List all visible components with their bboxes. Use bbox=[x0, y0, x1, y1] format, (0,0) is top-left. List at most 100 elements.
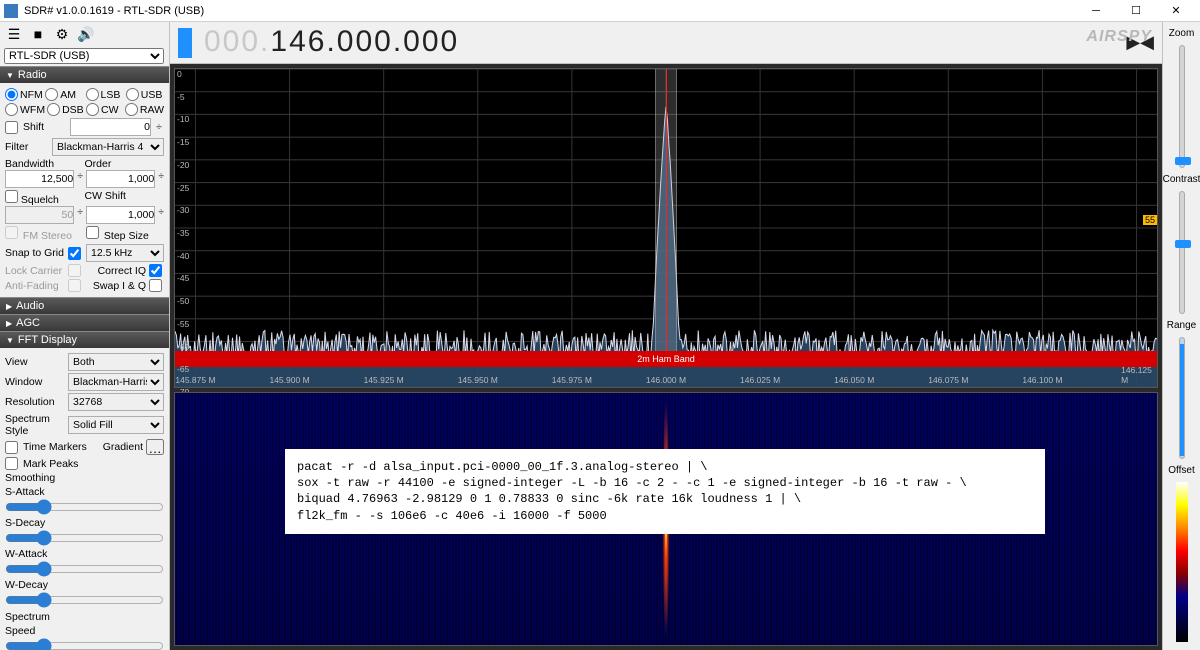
mode-dsb[interactable]: DSB bbox=[47, 103, 84, 116]
markpeaks-checkbox[interactable] bbox=[5, 457, 18, 470]
mode-nfm[interactable]: NFM bbox=[5, 88, 43, 101]
y-tick: 0 bbox=[177, 69, 182, 79]
mode-lsb[interactable]: LSB bbox=[86, 88, 124, 101]
swapiq-label: Swap I & Q bbox=[86, 280, 146, 292]
mode-usb[interactable]: USB bbox=[126, 88, 164, 101]
y-tick: -50 bbox=[177, 296, 189, 306]
fft-section-header[interactable]: FFT Display bbox=[0, 331, 169, 348]
right-panel: Zoom Contrast Range Offset bbox=[1162, 22, 1200, 650]
radio-section: NFMAMLSBUSB WFMDSBCWRAW Shift ÷ Filter B… bbox=[0, 83, 169, 297]
zoom-slider[interactable] bbox=[1172, 41, 1192, 172]
center-frequency-line bbox=[666, 69, 667, 367]
fmstereo-checkbox bbox=[5, 226, 18, 239]
center-panel: 000.146.000.000 ▶◀ AIRSPY 2m Ham Band 55… bbox=[170, 22, 1162, 650]
speed-slider[interactable] bbox=[5, 638, 164, 650]
filter-label: Filter bbox=[5, 141, 49, 153]
lock-label: Lock Carrier bbox=[5, 265, 65, 277]
range-slider[interactable] bbox=[1172, 333, 1192, 464]
filter-select[interactable]: Blackman-Harris 4 bbox=[52, 138, 164, 156]
bandwidth-input[interactable] bbox=[5, 170, 74, 188]
shift-input[interactable] bbox=[70, 118, 151, 136]
offset-gradient[interactable] bbox=[1172, 478, 1192, 646]
order-input[interactable] bbox=[86, 170, 155, 188]
spectrum-display[interactable]: 2m Ham Band 55 0-5-10-15-20-25-30-35-40-… bbox=[174, 68, 1158, 388]
window-title: SDR# v1.0.0.1619 - RTL-SDR (USB) bbox=[24, 5, 1076, 17]
view-select[interactable]: Both bbox=[68, 353, 164, 371]
x-tick: 145.875 M bbox=[175, 375, 215, 385]
mode-raw[interactable]: RAW bbox=[125, 103, 164, 116]
left-panel: ☰ ■ ⚙ 🔊 RTL-SDR (USB) Radio NFMAMLSBUSB … bbox=[0, 22, 170, 650]
waterfall-display[interactable]: pacat -r -d alsa_input.pci-0000_00_1f.3.… bbox=[174, 392, 1158, 646]
correctiq-checkbox[interactable] bbox=[149, 264, 162, 277]
frequency-bar: 000.146.000.000 ▶◀ AIRSPY bbox=[170, 22, 1162, 64]
main-toolbar: ☰ ■ ⚙ 🔊 bbox=[0, 22, 169, 46]
mode-cw[interactable]: CW bbox=[86, 103, 123, 116]
order-label: Order bbox=[85, 158, 165, 170]
cwshift-input[interactable] bbox=[86, 206, 155, 224]
source-select[interactable]: RTL-SDR (USB) bbox=[4, 48, 164, 64]
radio-section-header[interactable]: Radio bbox=[0, 66, 169, 83]
antifading-checkbox bbox=[68, 279, 81, 292]
y-tick: -15 bbox=[177, 137, 189, 147]
squelch-checkbox[interactable] bbox=[5, 190, 18, 203]
x-tick: 145.950 M bbox=[458, 375, 498, 385]
shift-checkbox[interactable] bbox=[5, 121, 18, 134]
close-button[interactable]: ✕ bbox=[1156, 0, 1196, 22]
gradient-button[interactable]: … bbox=[146, 439, 164, 455]
x-tick: 145.925 M bbox=[364, 375, 404, 385]
mode-row-1: NFMAMLSBUSB bbox=[5, 88, 164, 101]
agc-section-header[interactable]: AGC bbox=[0, 314, 169, 331]
window-select[interactable]: Blackman-Harris 4 bbox=[68, 373, 164, 391]
y-tick: -40 bbox=[177, 251, 189, 261]
minimize-button[interactable]: ─ bbox=[1076, 0, 1116, 22]
x-tick: 146.100 M bbox=[1022, 375, 1062, 385]
s-decay-slider[interactable] bbox=[5, 530, 164, 546]
smoothing-label: Smoothing bbox=[5, 472, 164, 484]
w-decay-slider[interactable] bbox=[5, 592, 164, 608]
x-tick: 146.000 M bbox=[646, 375, 686, 385]
x-tick: 145.900 M bbox=[269, 375, 309, 385]
console-overlay: pacat -r -d alsa_input.pci-0000_00_1f.3.… bbox=[285, 449, 1045, 534]
y-tick: -30 bbox=[177, 205, 189, 215]
cwshift-label: CW Shift bbox=[85, 190, 165, 206]
maximize-button[interactable]: ☐ bbox=[1116, 0, 1156, 22]
swapiq-checkbox[interactable] bbox=[149, 279, 162, 292]
fft-section: ViewBoth WindowBlackman-Harris 4 Resolut… bbox=[0, 348, 169, 650]
contrast-slider[interactable] bbox=[1172, 187, 1192, 318]
y-tick: -25 bbox=[177, 183, 189, 193]
x-tick: 146.025 M bbox=[740, 375, 780, 385]
x-tick: 145.975 M bbox=[552, 375, 592, 385]
snap-checkbox[interactable] bbox=[68, 247, 81, 260]
shift-label: Shift bbox=[23, 121, 67, 133]
timemarkers-checkbox[interactable] bbox=[5, 441, 18, 454]
lock-checkbox bbox=[68, 264, 81, 277]
y-tick: -60 bbox=[177, 342, 189, 352]
x-tick: 146.125 M bbox=[1121, 365, 1152, 385]
marker-badge: 55 bbox=[1143, 215, 1157, 225]
stepsize-checkbox[interactable] bbox=[86, 226, 99, 239]
bandwidth-label: Bandwidth bbox=[5, 158, 85, 170]
mode-wfm[interactable]: WFM bbox=[5, 103, 45, 116]
snap-label: Snap to Grid bbox=[5, 247, 65, 259]
audio-section-header[interactable]: Audio bbox=[0, 297, 169, 314]
band-label: 2m Ham Band bbox=[175, 351, 1157, 367]
x-tick: 146.050 M bbox=[834, 375, 874, 385]
snap-select[interactable]: 12.5 kHz bbox=[86, 244, 164, 262]
brand-logo: AIRSPY bbox=[1086, 28, 1152, 46]
settings-icon[interactable]: ⚙ bbox=[52, 24, 72, 44]
volume-icon[interactable]: 🔊 bbox=[76, 24, 96, 44]
y-tick: -35 bbox=[177, 228, 189, 238]
spectrum-label: Spectrum bbox=[5, 611, 164, 623]
mode-am[interactable]: AM bbox=[45, 88, 83, 101]
mode-row-2: WFMDSBCWRAW bbox=[5, 103, 164, 116]
style-select[interactable]: Solid Fill bbox=[68, 416, 164, 434]
w-attack-slider[interactable] bbox=[5, 561, 164, 577]
y-tick: -65 bbox=[177, 364, 189, 374]
frequency-display[interactable]: 000.146.000.000 bbox=[204, 25, 1114, 61]
resolution-select[interactable]: 32768 bbox=[68, 393, 164, 411]
s-attack-slider[interactable] bbox=[5, 499, 164, 515]
menu-icon[interactable]: ☰ bbox=[4, 24, 24, 44]
stop-icon[interactable]: ■ bbox=[28, 24, 48, 44]
y-tick: -10 bbox=[177, 114, 189, 124]
tune-mini-slider[interactable] bbox=[178, 28, 192, 58]
